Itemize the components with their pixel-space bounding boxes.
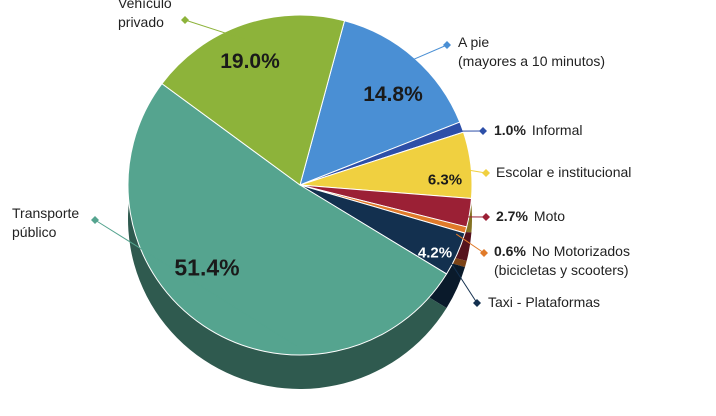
slice-label: 1.0% Informal (494, 121, 583, 140)
value-label: 0.6% (494, 243, 526, 259)
marker (482, 169, 490, 177)
marker (480, 249, 488, 257)
slice-label: Transporte público (12, 204, 79, 242)
pie-slice (127, 82, 448, 356)
category-label: Taxi - Plataformas (488, 294, 601, 310)
category-label: A pie (mayores a 10 minutos) (458, 34, 606, 69)
category-label: Moto (533, 208, 566, 224)
leader-line (447, 257, 478, 304)
category-label: Informal (531, 122, 583, 138)
value-label: 6.3% (427, 171, 463, 189)
slice-label: 0.6% No Motorizados (bicicletas y scooter… (494, 242, 630, 280)
category-label: Vehículo privado (118, 0, 172, 30)
category-label: Transporte público (12, 205, 80, 240)
pie-slice (161, 14, 346, 186)
marker (479, 127, 487, 135)
leader-line (94, 219, 297, 347)
marker (91, 216, 99, 224)
leader-line (407, 44, 448, 63)
value-label: 14.8% (363, 83, 423, 106)
marker (473, 299, 481, 307)
leader-line (184, 19, 246, 40)
marker (443, 41, 451, 49)
value-label: 51.4% (174, 254, 240, 281)
marker (181, 16, 189, 24)
category-label: Escolar e institucional (496, 164, 632, 180)
marker (482, 213, 490, 221)
value-label: 19.0% (220, 50, 280, 73)
category-label: No Motorizados (bicicletas y scooters) (494, 243, 630, 278)
slice-label: Escolar e institucional (496, 163, 631, 182)
pie-slice (299, 20, 461, 186)
value-label: 4.2% (417, 244, 453, 262)
slice-label: Vehículo privado (118, 0, 172, 32)
slice-label: 2.7% Moto (496, 207, 565, 226)
leader-line (460, 168, 487, 174)
value-label: 1.0% (494, 122, 526, 138)
slice-label: Taxi - Plataformas (488, 293, 600, 312)
leader-line (455, 233, 485, 254)
slice-label: A pie (mayores a 10 minutos) (458, 33, 605, 71)
value-label: 2.7% (496, 208, 528, 224)
